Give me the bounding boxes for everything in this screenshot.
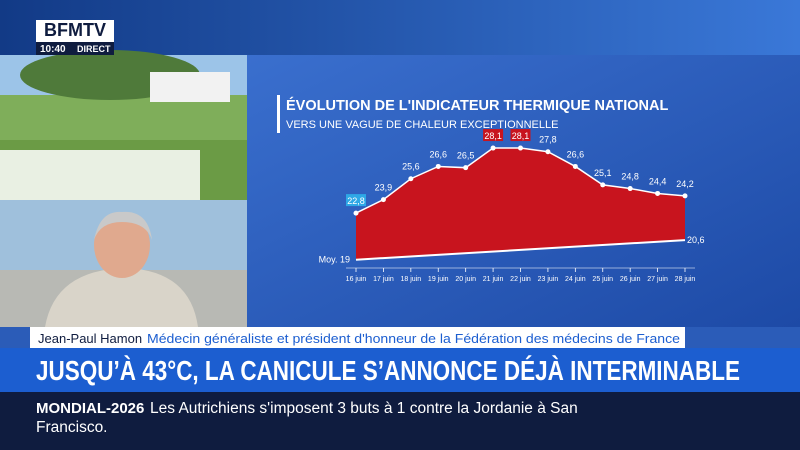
- point: [627, 186, 633, 192]
- point: [600, 182, 606, 188]
- live-label: DIRECT: [77, 44, 111, 54]
- label-box: [510, 129, 531, 142]
- value-label: 26,6: [429, 149, 447, 159]
- point: [408, 176, 414, 182]
- baseline-line: [355, 239, 686, 261]
- logo: BFMTV: [44, 20, 106, 40]
- label-box: [346, 194, 366, 207]
- baseline-start-label: Moy. 19: [319, 255, 350, 265]
- ticker-tag: MONDIAL-2026: [36, 400, 144, 417]
- headline-bar: [0, 348, 800, 392]
- value-label: 28,1: [512, 131, 530, 141]
- x-tick-label: 27 juin: [647, 276, 668, 283]
- chart-subtitle: VERS UNE VAGUE DE CHALEUR EXCEPTIONNELLE: [286, 119, 558, 131]
- logo-box: [36, 20, 114, 42]
- video-jacket: [45, 268, 198, 327]
- x-tick-label: 16 juin: [346, 276, 367, 283]
- caption-bar: [30, 327, 685, 348]
- point: [518, 145, 523, 151]
- x-tick-label: 20 juin: [455, 276, 476, 283]
- x-tick-label: 17 juin: [373, 276, 394, 283]
- title-accent: [277, 95, 280, 133]
- x-tick-label: 21 juin: [483, 276, 504, 283]
- point: [435, 163, 441, 169]
- live-box: [36, 42, 114, 55]
- clock: 10:40: [40, 44, 66, 55]
- value-label: 22,8: [347, 196, 365, 206]
- point: [572, 163, 578, 169]
- x-tick-label: 22 juin: [510, 276, 531, 283]
- x-tick-label: 26 juin: [620, 276, 641, 283]
- video-face: [94, 212, 150, 278]
- guest-name: Jean-Paul Hamon: [38, 331, 142, 346]
- video-tent: [150, 72, 230, 102]
- value-label: 25,1: [594, 168, 612, 178]
- value-label: 23,9: [375, 183, 393, 193]
- x-tick-label: 28 juin: [675, 276, 696, 283]
- ticker-text: Les Autrichiens s'imposent 3 buts à 1 co…: [36, 400, 578, 436]
- point: [490, 145, 496, 151]
- point: [463, 165, 469, 171]
- x-tick-label: 23 juin: [538, 276, 559, 283]
- x-tick-label: 25 juin: [592, 276, 613, 283]
- plot: 22,8 23,9 25,6 26,6 26,5 28,1 28,1 27,8 26,6 25,1…: [319, 129, 705, 283]
- value-label: 24,8: [621, 172, 639, 182]
- label-box: [483, 129, 504, 142]
- value-label: 25,6: [402, 162, 420, 172]
- chart-title: ÉVOLUTION DE L'INDICATEUR THERMIQUE NATI…: [286, 97, 668, 114]
- point: [655, 190, 661, 196]
- video-fence: [0, 150, 200, 200]
- point: [545, 149, 551, 155]
- top-band: [0, 0, 800, 55]
- value-label: 28,1: [484, 131, 502, 141]
- x-tick-label: 19 juin: [428, 276, 449, 283]
- point: [353, 210, 359, 216]
- guest-role: Médecin généraliste et président d'honne…: [147, 331, 680, 346]
- point: [682, 193, 688, 199]
- point: [380, 197, 386, 203]
- value-label: 24,4: [649, 176, 667, 186]
- value-label: 26,5: [457, 151, 475, 161]
- x-tick-label: 24 juin: [565, 276, 586, 283]
- value-label: 27,8: [539, 135, 557, 145]
- value-label: 24,2: [676, 179, 694, 189]
- x-tick-label: 18 juin: [401, 276, 422, 283]
- ticker-bar: [0, 392, 800, 450]
- video-hair: [94, 211, 152, 240]
- baseline-end-label: 20,6: [687, 235, 705, 245]
- area: [356, 148, 685, 260]
- value-label: 26,6: [567, 149, 585, 159]
- headline: JUSQU’À 43°C, LA CANICULE S’ANNONCE DÉJÀ…: [36, 355, 740, 386]
